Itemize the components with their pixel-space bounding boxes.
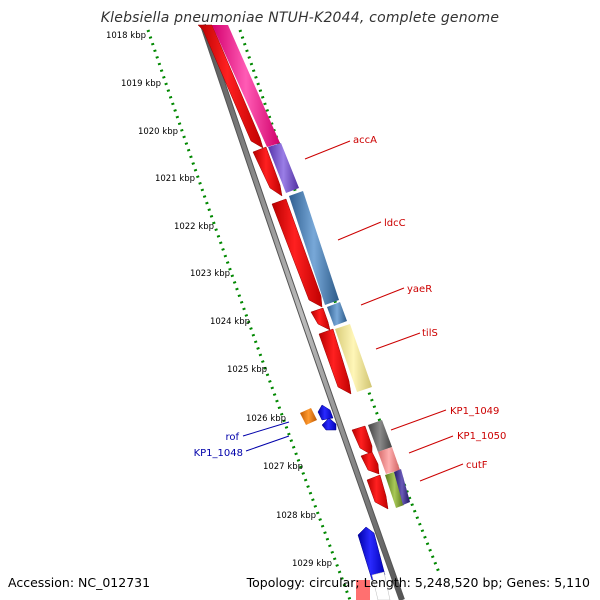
category-block xyxy=(289,191,339,305)
ruler-tick-label: 1021 kbp xyxy=(155,174,195,184)
reverse-strand-genes xyxy=(317,404,386,600)
backbone xyxy=(201,24,404,600)
callout-line xyxy=(408,435,454,454)
ruler-tick-label: 1023 kbp xyxy=(190,269,230,279)
gene-arrow[interactable] xyxy=(310,307,331,331)
callout-line xyxy=(375,332,421,350)
gene-label[interactable]: KP1_1048 xyxy=(194,448,243,459)
category-block xyxy=(368,420,392,452)
category-block xyxy=(268,143,299,193)
genome-summary-text: Topology: circular; Length: 5,248,520 bp… xyxy=(246,575,590,590)
callout-line xyxy=(360,287,405,306)
ruler-tick-label: 1022 kbp xyxy=(174,222,214,232)
gene-arrow[interactable] xyxy=(317,404,334,421)
gene-label[interactable]: tilS xyxy=(422,328,438,339)
ruler-tick-label: 1025 kbp xyxy=(227,365,267,375)
ruler-tick-label: 1028 kbp xyxy=(276,511,316,521)
ruler-tick-label: 1024 kbp xyxy=(210,317,250,327)
category-block xyxy=(394,469,410,505)
gene-arrow[interactable] xyxy=(321,417,337,431)
category-block xyxy=(378,447,400,474)
category-block xyxy=(327,302,347,326)
ruler-tick-label: 1019 kbp xyxy=(121,79,161,89)
gene-labels: accA ldcC yaeR tilS KP1_1049 KP1_1050 cu… xyxy=(194,135,507,471)
ruler-tick-label: 1018 kbp xyxy=(106,31,146,41)
ruler-tick-label: 1027 kbp xyxy=(263,462,303,472)
category-block xyxy=(335,324,372,392)
ruler-labels: 1018 kbp 1019 kbp 1020 kbp 1021 kbp 1022 kbp… xyxy=(106,31,332,569)
gene-arrow[interactable] xyxy=(318,328,352,395)
gene-arrow[interactable] xyxy=(360,451,380,475)
gene-label[interactable]: yaeR xyxy=(407,284,432,295)
category-block xyxy=(212,25,280,147)
genome-title: Klebsiella pneumoniae NTUH-K2044, comple… xyxy=(100,10,500,26)
accession-text: Accession: NC_012731 xyxy=(8,575,151,590)
ruler-tick-label: 1020 kbp xyxy=(138,127,178,137)
category-block xyxy=(371,571,391,600)
category-band xyxy=(212,25,410,600)
category-block xyxy=(385,472,404,508)
callout-line xyxy=(242,421,290,437)
callout-line xyxy=(390,409,447,431)
callout-line xyxy=(419,463,464,482)
callout-line xyxy=(337,221,382,241)
gene-label[interactable]: KP1_1049 xyxy=(450,406,499,417)
forward-strand-genes xyxy=(197,24,389,510)
category-block xyxy=(300,408,317,425)
gene-arrow[interactable] xyxy=(357,526,386,581)
gene-label[interactable]: rof xyxy=(225,432,239,443)
gene-label[interactable]: accA xyxy=(353,135,377,146)
ruler-tick-label: 1029 kbp xyxy=(292,559,332,569)
callout-lines xyxy=(242,140,464,482)
gene-arrow[interactable] xyxy=(252,146,283,197)
gene-arrow[interactable] xyxy=(351,425,373,456)
gene-label[interactable]: cutF xyxy=(466,460,488,471)
gene-arrow[interactable] xyxy=(366,474,389,510)
gene-label[interactable]: ldcC xyxy=(384,218,406,229)
gene-box[interactable] xyxy=(356,580,370,600)
callout-line xyxy=(304,140,351,160)
ruler-tick-label: 1026 kbp xyxy=(246,414,286,424)
gene-label[interactable]: KP1_1050 xyxy=(457,431,506,442)
gene-arrow[interactable] xyxy=(271,198,323,308)
callout-line xyxy=(245,435,290,452)
